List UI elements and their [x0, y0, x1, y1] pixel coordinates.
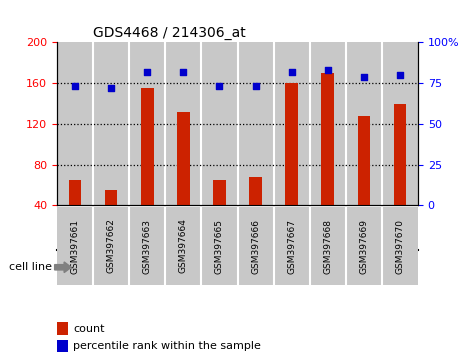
Text: GSM397669: GSM397669 [360, 218, 368, 274]
Bar [141, 88, 153, 205]
Bar [238, 42, 274, 205]
Bar [358, 116, 370, 205]
Point [396, 72, 404, 78]
Text: GSM397662: GSM397662 [107, 218, 115, 274]
Text: count: count [73, 324, 105, 333]
Text: GSM397661: GSM397661 [71, 218, 79, 274]
Bar [274, 250, 346, 285]
Text: cell line: cell line [9, 262, 52, 272]
Bar [213, 180, 226, 205]
Bar [382, 42, 418, 205]
Bar [285, 83, 298, 205]
Bar [57, 322, 68, 335]
Text: GSM397668: GSM397668 [323, 218, 332, 274]
Bar [93, 42, 129, 205]
Point [288, 69, 295, 75]
Point [180, 69, 187, 75]
Text: GSM397667: GSM397667 [287, 218, 296, 274]
Bar [105, 190, 117, 205]
Point [360, 74, 368, 80]
Bar [57, 250, 129, 285]
Bar [346, 42, 382, 205]
Point [143, 69, 151, 75]
Text: LN229: LN229 [219, 262, 256, 272]
Text: LN319: LN319 [292, 262, 328, 272]
Point [324, 67, 332, 73]
Bar [394, 104, 406, 205]
Bar [57, 42, 93, 205]
Bar [57, 340, 68, 352]
Bar [69, 180, 81, 205]
Bar [346, 250, 418, 285]
Text: LN018: LN018 [75, 262, 111, 272]
Text: percentile rank within the sample: percentile rank within the sample [73, 341, 261, 351]
Bar [310, 42, 346, 205]
Bar [249, 177, 262, 205]
Bar [177, 112, 190, 205]
Bar [322, 73, 334, 205]
Text: GSM397666: GSM397666 [251, 218, 260, 274]
Text: LN215: LN215 [147, 262, 183, 272]
Text: GSM397665: GSM397665 [215, 218, 224, 274]
Bar [165, 42, 201, 205]
Bar [274, 42, 310, 205]
Bar [201, 250, 274, 285]
Point [216, 84, 223, 89]
Point [252, 84, 259, 89]
Text: GDS4468 / 214306_at: GDS4468 / 214306_at [93, 26, 246, 40]
Bar [129, 250, 201, 285]
Text: BS149: BS149 [364, 262, 400, 272]
Point [107, 85, 115, 91]
Bar [129, 42, 165, 205]
Bar [201, 42, 238, 205]
Text: GSM397664: GSM397664 [179, 218, 188, 274]
Text: GSM397670: GSM397670 [396, 218, 404, 274]
Point [71, 84, 79, 89]
Text: GSM397663: GSM397663 [143, 218, 152, 274]
